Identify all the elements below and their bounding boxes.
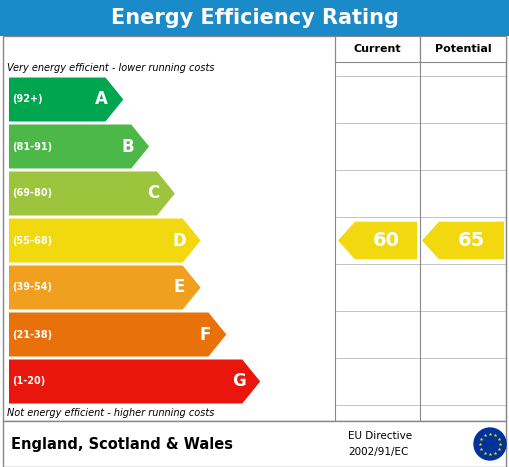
Text: (1-20): (1-20)	[12, 376, 45, 387]
Text: B: B	[121, 137, 134, 156]
Text: (81-91): (81-91)	[12, 142, 52, 151]
Text: Energy Efficiency Rating: Energy Efficiency Rating	[110, 8, 399, 28]
Text: A: A	[95, 91, 108, 108]
Polygon shape	[338, 222, 417, 259]
Text: 65: 65	[458, 231, 485, 250]
Bar	[0, 0, 509, 36]
Text: EU Directive: EU Directive	[348, 431, 412, 441]
Polygon shape	[9, 78, 123, 121]
Text: F: F	[199, 325, 210, 344]
Polygon shape	[9, 312, 227, 356]
Text: Not energy efficient - higher running costs: Not energy efficient - higher running co…	[7, 408, 214, 418]
Text: 60: 60	[373, 231, 400, 250]
Text: D: D	[172, 232, 186, 249]
Polygon shape	[9, 360, 260, 403]
Text: C: C	[147, 184, 159, 203]
Polygon shape	[9, 125, 149, 169]
Polygon shape	[9, 171, 175, 215]
Text: (55-68): (55-68)	[12, 235, 52, 246]
Bar	[3, 36, 506, 421]
Text: Very energy efficient - lower running costs: Very energy efficient - lower running co…	[7, 63, 214, 73]
Polygon shape	[9, 266, 201, 310]
Bar	[3, 421, 506, 467]
Polygon shape	[422, 222, 504, 259]
Circle shape	[474, 428, 506, 460]
Text: (21-38): (21-38)	[12, 330, 52, 340]
Text: 2002/91/EC: 2002/91/EC	[348, 447, 408, 457]
Bar	[420, 36, 506, 62]
Text: England, Scotland & Wales: England, Scotland & Wales	[11, 437, 233, 452]
Text: Potential: Potential	[435, 44, 491, 54]
Text: (39-54): (39-54)	[12, 283, 52, 292]
Text: (69-80): (69-80)	[12, 189, 52, 198]
Bar	[335, 36, 420, 62]
Text: (92+): (92+)	[12, 94, 43, 105]
Text: Current: Current	[354, 44, 401, 54]
Text: G: G	[232, 373, 245, 390]
Text: E: E	[173, 278, 185, 297]
Polygon shape	[9, 219, 201, 262]
